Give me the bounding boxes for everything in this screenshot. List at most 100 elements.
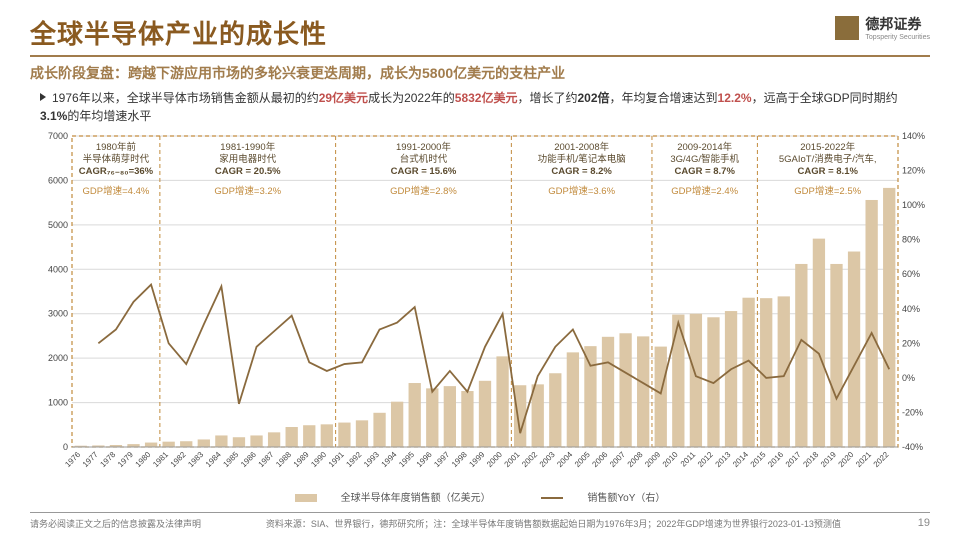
svg-text:2021: 2021 [854, 450, 873, 469]
svg-text:家用电器时代: 家用电器时代 [219, 153, 277, 165]
svg-text:40%: 40% [902, 304, 920, 314]
svg-text:半导体萌芽时代: 半导体萌芽时代 [83, 153, 150, 165]
svg-text:2018: 2018 [801, 450, 820, 469]
svg-text:GDP增速=4.4%: GDP增速=4.4% [83, 185, 150, 197]
svg-text:120%: 120% [902, 166, 925, 176]
svg-text:2010: 2010 [661, 450, 680, 469]
svg-text:-40%: -40% [902, 442, 923, 452]
svg-text:2015: 2015 [749, 450, 768, 469]
subtitle: 成长阶段复盘：跨越下游应用市场的多轮兴衰更迭周期，成长为5800亿美元的支柱产业 [0, 57, 960, 87]
svg-text:2014: 2014 [731, 450, 750, 469]
svg-text:1995: 1995 [397, 450, 416, 469]
svg-text:2001-2008年: 2001-2008年 [554, 141, 609, 153]
svg-text:CAGR = 8.7%: CAGR = 8.7% [674, 166, 735, 177]
svg-text:2011: 2011 [679, 450, 698, 469]
svg-text:2005: 2005 [573, 450, 592, 469]
svg-text:1000: 1000 [48, 398, 68, 408]
logo-name: 德邦证券 [865, 14, 930, 34]
svg-text:1989: 1989 [292, 450, 311, 469]
svg-text:1978: 1978 [98, 450, 117, 469]
logo: 德邦证券 Topsperity Securities [835, 14, 930, 41]
svg-text:100%: 100% [902, 200, 925, 210]
svg-text:2008: 2008 [626, 450, 645, 469]
svg-text:1987: 1987 [257, 450, 276, 469]
page-title: 全球半导体产业的成长性 [30, 14, 327, 51]
svg-text:1991-2000年: 1991-2000年 [396, 141, 451, 153]
svg-text:1977: 1977 [81, 450, 100, 469]
svg-text:140%: 140% [902, 131, 925, 141]
svg-text:2020: 2020 [837, 450, 856, 469]
svg-text:1980: 1980 [134, 450, 153, 469]
svg-text:1999: 1999 [467, 450, 486, 469]
svg-text:3000: 3000 [48, 309, 68, 319]
svg-text:1998: 1998 [450, 450, 469, 469]
svg-text:1981-1990年: 1981-1990年 [220, 141, 275, 153]
svg-text:1997: 1997 [432, 450, 451, 469]
svg-text:1985: 1985 [221, 450, 240, 469]
svg-text:2017: 2017 [784, 450, 803, 469]
svg-text:2016: 2016 [766, 450, 785, 469]
svg-text:1980年前: 1980年前 [96, 141, 136, 153]
svg-text:2004: 2004 [555, 450, 574, 469]
svg-text:20%: 20% [902, 338, 920, 348]
svg-text:3G/4G/智能手机: 3G/4G/智能手机 [670, 153, 739, 165]
svg-text:2007: 2007 [608, 450, 627, 469]
svg-text:5GAIoT/消费电子/汽车,: 5GAIoT/消费电子/汽车, [779, 153, 877, 165]
svg-text:台式机时代: 台式机时代 [400, 153, 448, 165]
svg-text:2013: 2013 [714, 450, 733, 469]
svg-text:2012: 2012 [696, 450, 715, 469]
svg-text:CAGR = 8.2%: CAGR = 8.2% [551, 166, 612, 177]
svg-text:1979: 1979 [116, 450, 135, 469]
svg-text:1990: 1990 [309, 450, 328, 469]
svg-text:2000: 2000 [485, 450, 504, 469]
svg-text:1992: 1992 [344, 450, 363, 469]
svg-text:2000: 2000 [48, 353, 68, 363]
legend-line-label: 销售额YoY（右） [587, 493, 665, 504]
svg-text:CAGR = 20.5%: CAGR = 20.5% [215, 166, 281, 177]
svg-text:GDP增速=2.8%: GDP增速=2.8% [390, 185, 457, 197]
chart-legend: 全球半导体年度销售额（亿美元） 销售额YoY（右） [0, 489, 960, 504]
bullet-text: 1976年以来，全球半导体市场销售金额从最初的约29亿美元成长为2022年的58… [0, 87, 960, 127]
svg-text:1988: 1988 [274, 450, 293, 469]
svg-text:2019: 2019 [819, 450, 838, 469]
svg-text:7000: 7000 [48, 131, 68, 141]
svg-text:1981: 1981 [151, 450, 170, 469]
revenue-chart: 01000200030004000500060007000-40%-20%0%2… [38, 130, 932, 485]
svg-text:1983: 1983 [186, 450, 205, 469]
svg-text:1996: 1996 [415, 450, 434, 469]
svg-text:2015-2022年: 2015-2022年 [800, 141, 855, 153]
svg-text:5000: 5000 [48, 220, 68, 230]
svg-text:GDP增速=3.6%: GDP增速=3.6% [548, 185, 615, 197]
logo-icon [835, 16, 859, 40]
svg-text:1991: 1991 [327, 450, 346, 469]
svg-text:6000: 6000 [48, 175, 68, 185]
svg-text:2002: 2002 [520, 450, 539, 469]
legend-bar-label: 全球半导体年度销售额（亿美元） [341, 493, 491, 504]
svg-text:2009: 2009 [643, 450, 662, 469]
svg-text:1993: 1993 [362, 450, 381, 469]
chart-container: 01000200030004000500060007000-40%-20%0%2… [38, 130, 932, 485]
svg-text:GDP增速=2.4%: GDP增速=2.4% [671, 185, 738, 197]
svg-text:0: 0 [63, 442, 68, 452]
svg-text:0%: 0% [902, 373, 915, 383]
svg-text:1976: 1976 [63, 450, 82, 469]
svg-text:2003: 2003 [538, 450, 557, 469]
svg-text:4000: 4000 [48, 264, 68, 274]
svg-text:功能手机/笔记本电脑: 功能手机/笔记本电脑 [538, 153, 626, 165]
svg-text:1982: 1982 [169, 450, 188, 469]
svg-text:GDP增速=2.5%: GDP增速=2.5% [794, 185, 861, 197]
footer-left: 请务必阅读正文之后的信息披露及法律声明 [30, 517, 201, 530]
svg-text:2006: 2006 [590, 450, 609, 469]
svg-text:60%: 60% [902, 269, 920, 279]
svg-text:2009-2014年: 2009-2014年 [677, 141, 732, 153]
logo-sub: Topsperity Securities [865, 34, 930, 41]
svg-text:2001: 2001 [503, 450, 522, 469]
footer: 请务必阅读正文之后的信息披露及法律声明 资料来源：SIA、世界银行，德邦研究所；… [30, 512, 930, 530]
svg-text:1986: 1986 [239, 450, 258, 469]
svg-text:CAGR = 8.1%: CAGR = 8.1% [797, 166, 858, 177]
footer-right: 资料来源：SIA、世界银行，德邦研究所；注：全球半导体年度销售额数据起始日期为1… [266, 517, 841, 530]
svg-text:80%: 80% [902, 235, 920, 245]
svg-text:2022: 2022 [872, 450, 891, 469]
svg-text:CAGR₇₆₋₈₀=36%: CAGR₇₆₋₈₀=36% [79, 166, 154, 177]
svg-text:1994: 1994 [380, 450, 399, 469]
